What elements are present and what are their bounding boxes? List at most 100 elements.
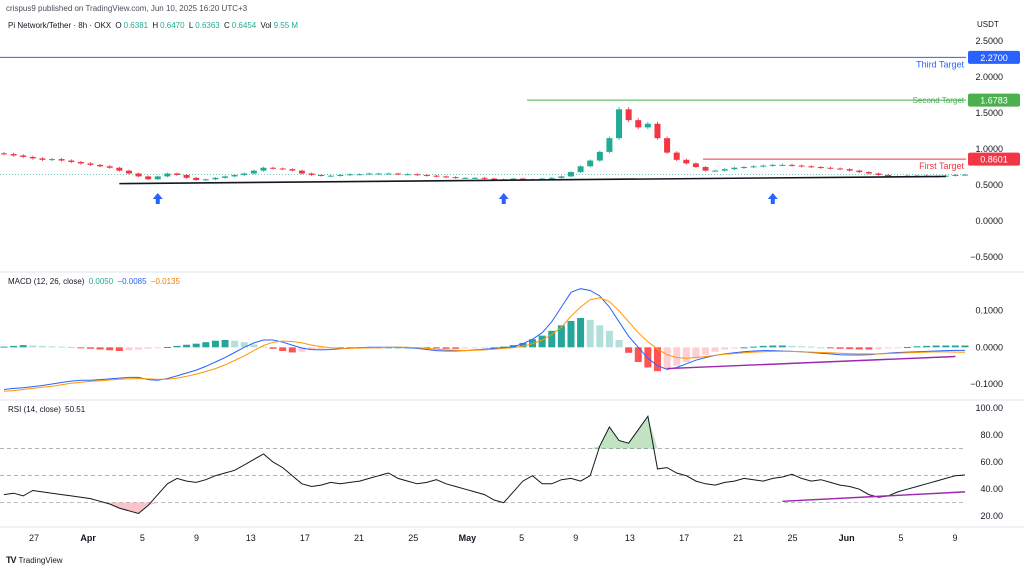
rsi-divergence-trendline <box>782 491 966 503</box>
macd-histogram-bar <box>778 345 786 348</box>
macd-histogram-bar <box>759 345 767 348</box>
tradingview-logo: TV TradingView <box>6 555 63 565</box>
price-tick-label: 1.0000 <box>975 144 1003 154</box>
price-candle <box>750 166 757 168</box>
macd-histogram-bar <box>836 347 844 349</box>
macd-tick-label: −0.1000 <box>970 379 1003 389</box>
price-candle <box>173 173 180 175</box>
price-candle <box>567 172 574 177</box>
macd-histogram-bar <box>932 345 940 348</box>
price-candle <box>77 161 84 164</box>
price-candle <box>250 170 257 174</box>
macd-histogram-bar <box>106 347 114 351</box>
price-candle <box>423 174 430 176</box>
time-axis-label: 13 <box>246 533 256 543</box>
time-axis-label: 9 <box>952 533 957 543</box>
target-label: Second Target <box>913 96 965 105</box>
price-candle <box>414 174 421 176</box>
macd-histogram-bar <box>192 343 200 348</box>
macd-histogram-bar <box>894 347 902 349</box>
macd-histogram-bar <box>653 347 661 372</box>
macd-histogram-bar <box>807 346 815 348</box>
price-candle <box>327 175 334 177</box>
macd-histogram-bar <box>798 346 806 348</box>
macd-histogram-bar <box>202 342 210 348</box>
macd-histogram-bar <box>711 347 719 352</box>
macd-histogram-bar <box>721 347 729 350</box>
support-touch-arrow-icon <box>767 193 778 205</box>
price-candle <box>125 170 132 174</box>
macd-histogram-bar <box>817 347 825 349</box>
price-candle <box>183 174 190 178</box>
rsi-tick-label: 60.00 <box>980 457 1003 467</box>
price-tick-label: 0.5000 <box>975 180 1003 190</box>
price-candle <box>779 164 786 166</box>
price-tick-label: 2.0000 <box>975 72 1003 82</box>
target-label: Third Target <box>916 59 964 69</box>
target-price-value: 1.6783 <box>980 96 1008 106</box>
rsi-legend-label: RSI (14, close) <box>8 405 61 414</box>
rsi-tick-label: 100.00 <box>975 403 1003 413</box>
time-axis-label: 13 <box>625 533 635 543</box>
price-candle <box>202 179 209 181</box>
price-candle <box>644 123 651 128</box>
macd-histogram-bar <box>903 346 911 348</box>
macd-histogram-bar <box>442 347 450 349</box>
price-candle <box>222 176 229 178</box>
macd-histogram-bar <box>163 346 171 348</box>
price-candle <box>1 153 7 155</box>
macd-histogram-bar <box>557 325 565 348</box>
macd-histogram-bar <box>884 347 892 349</box>
price-candle <box>154 176 161 180</box>
price-candle <box>289 169 296 171</box>
price-candle <box>241 173 248 175</box>
macd-histogram-bar <box>317 347 325 349</box>
price-candle <box>366 173 373 175</box>
close-value: 0.6454 <box>231 21 257 30</box>
target-price-tag <box>968 50 1020 64</box>
macd-histogram-bar <box>183 344 191 348</box>
macd-histogram-bar <box>19 345 27 348</box>
price-candle <box>135 173 142 177</box>
macd-signal-line <box>3 297 966 392</box>
price-candle <box>548 177 555 179</box>
price-legend: Pi Network/Tether · 8h · OKX O 0.6381 H 0.… <box>8 21 300 30</box>
price-candle <box>865 172 872 174</box>
macd-histogram-bar <box>461 347 469 349</box>
price-candle <box>692 163 699 168</box>
macd-histogram-bar <box>740 347 748 349</box>
macd-histogram-bar <box>942 345 950 348</box>
price-candle <box>740 167 747 169</box>
price-candle <box>279 168 286 170</box>
price-candle <box>270 167 277 169</box>
price-candle <box>587 160 594 167</box>
macd-histogram-bar <box>634 347 642 362</box>
macd-histogram-bar <box>221 340 229 348</box>
high-value: 0.6470 <box>160 21 185 30</box>
price-candle <box>789 164 796 166</box>
volume-value: 9.55 M <box>273 21 299 30</box>
price-candle <box>260 167 267 171</box>
macd-histogram-bar <box>519 342 527 348</box>
macd-histogram-bar <box>144 347 152 349</box>
macd-histogram-bar <box>730 347 738 349</box>
time-axis-label: Jun <box>839 533 855 543</box>
macd-histogram-bar <box>951 345 959 348</box>
open-value: 0.6381 <box>123 21 149 30</box>
macd-histogram-bar <box>644 347 652 368</box>
time-axis-label: May <box>459 533 477 543</box>
time-axis-label: 25 <box>408 533 418 543</box>
price-candle <box>68 160 75 162</box>
macd-histogram-bar <box>567 320 575 348</box>
macd-histogram-bar <box>855 347 863 350</box>
macd-histogram-bar <box>259 346 267 348</box>
price-candle <box>942 175 949 177</box>
price-candle <box>952 174 959 176</box>
price-candle <box>318 174 325 176</box>
macd-histogram-bar <box>394 347 402 349</box>
rsi-line <box>3 414 966 515</box>
price-candle <box>558 176 565 178</box>
macd-histogram-bar <box>692 347 700 359</box>
price-candle <box>116 167 123 171</box>
